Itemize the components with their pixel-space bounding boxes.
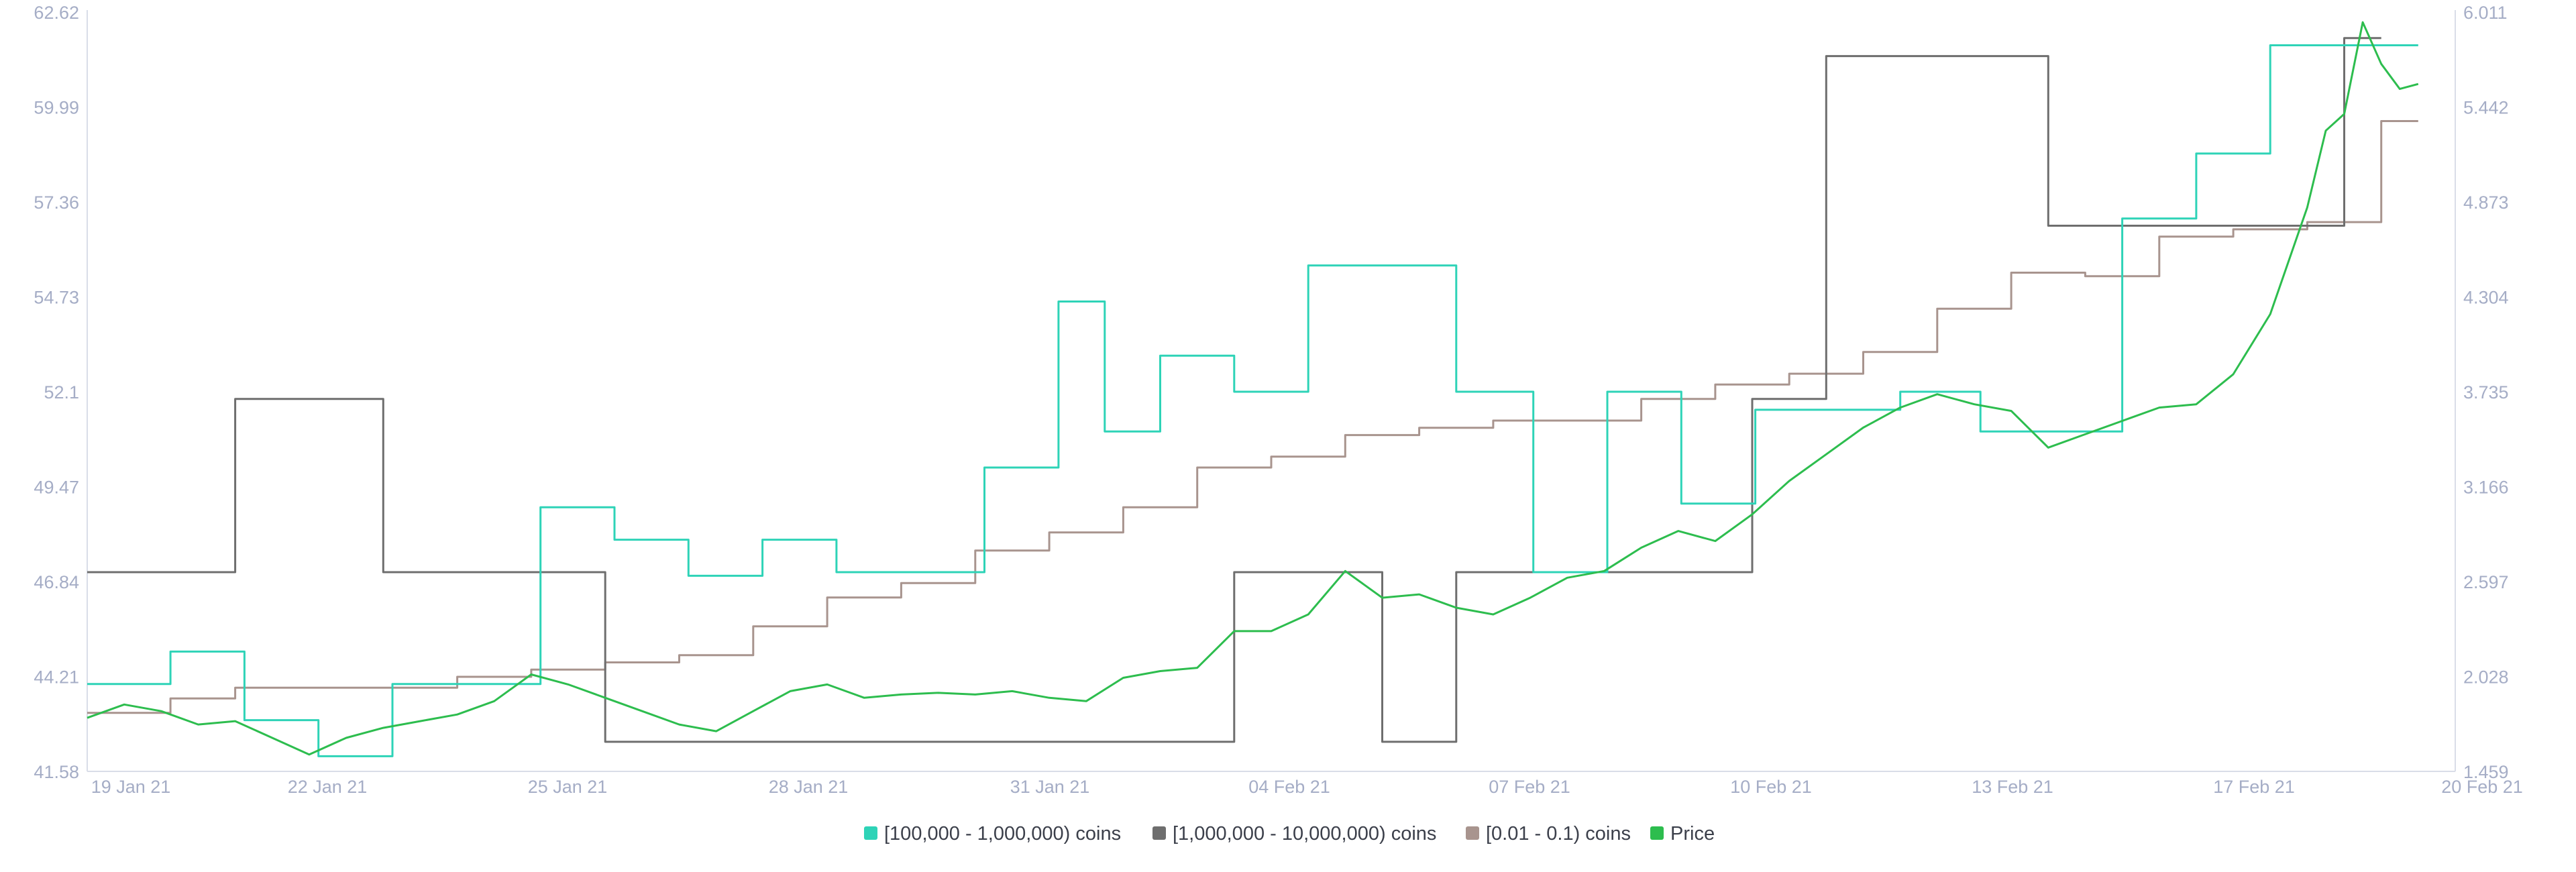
legend-swatch-whales-100k-1m <box>864 826 877 840</box>
y-left-tick-label: 52.1 <box>44 382 79 402</box>
legend-label: [1,000,000 - 10,000,000) coins <box>1173 823 1436 844</box>
y-right-tick-label: 4.304 <box>2463 288 2509 308</box>
y-left-tick-label: 49.47 <box>34 478 79 498</box>
y-right-tick-label: 6.011 <box>2463 3 2508 23</box>
y-right-tick-label: 3.735 <box>2463 382 2509 402</box>
y-right-tick-label: 4.873 <box>2463 193 2509 213</box>
y-right-tick-label: 5.442 <box>2463 98 2509 118</box>
legend-label: [0.01 - 0.1) coins <box>1486 823 1631 844</box>
x-tick-label: 20 Feb 21 <box>2441 777 2523 797</box>
x-tick-label: 13 Feb 21 <box>1972 777 2053 797</box>
y-left-tick-label: 59.99 <box>34 98 79 118</box>
legend: [100,000 - 1,000,000) coins [1,000,000 - … <box>864 823 1715 844</box>
y-left-tick-labels: 62.62 59.99 57.36 54.73 52.1 49.47 46.84 44.21 4… <box>34 3 79 782</box>
y-left-tick-label: 62.62 <box>34 3 79 23</box>
whales-100k-1m-series-line <box>87 44 2418 757</box>
y-left-tick-label: 54.73 <box>34 288 79 308</box>
x-tick-label: 22 Jan 21 <box>288 777 368 797</box>
x-tick-label: 31 Jan 21 <box>1010 777 1090 797</box>
x-tick-label: 07 Feb 21 <box>1489 777 1570 797</box>
x-tick-label: 04 Feb 21 <box>1248 777 1330 797</box>
series-lines <box>87 21 2419 757</box>
small-001-01-series-line <box>87 120 2418 714</box>
y-right-tick-label: 1.459 <box>2463 762 2509 782</box>
x-tick-label: 28 Jan 21 <box>769 777 849 797</box>
legend-swatch-price <box>1650 826 1664 840</box>
legend-swatch-whales-1m-10m <box>1152 826 1166 840</box>
y-left-tick-label: 46.84 <box>34 572 79 592</box>
x-tick-label: 10 Feb 21 <box>1730 777 1812 797</box>
legend-label: Price <box>1670 823 1715 844</box>
y-right-tick-labels: 6.011 5.442 4.873 4.304 3.735 3.166 2.597 2.028… <box>2463 3 2509 782</box>
price-series-line <box>87 21 2419 756</box>
y-left-tick-label: 44.21 <box>34 667 79 688</box>
x-tick-labels: 19 Jan 21 22 Jan 21 25 Jan 21 28 Jan 21 31 J… <box>91 777 2523 797</box>
x-tick-label: 17 Feb 21 <box>2213 777 2295 797</box>
y-left-tick-label: 57.36 <box>34 193 79 213</box>
y-right-tick-label: 2.597 <box>2463 572 2509 592</box>
y-right-tick-label: 3.166 <box>2463 478 2509 498</box>
legend-swatch-small-001-01 <box>1466 826 1479 840</box>
y-left-tick-label: 41.58 <box>34 762 79 782</box>
y-right-tick-label: 2.028 <box>2463 667 2509 688</box>
legend-label: [100,000 - 1,000,000) coins <box>884 823 1121 844</box>
x-tick-label: 19 Jan 21 <box>91 777 171 797</box>
x-tick-label: 25 Jan 21 <box>528 777 608 797</box>
whales-1m-10m-series-line <box>87 37 2381 743</box>
